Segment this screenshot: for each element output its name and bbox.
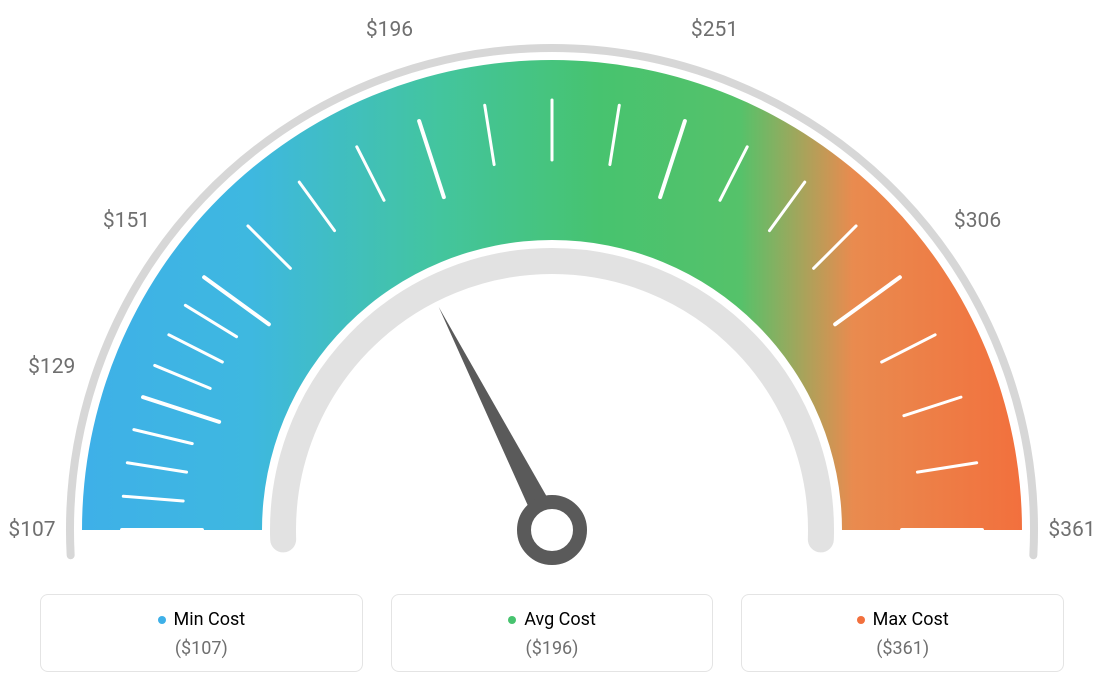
legend-title-min: Min Cost [158,609,246,630]
tick-label: $251 [691,18,738,42]
legend-card-min: Min Cost ($107) [40,594,363,673]
tick-label: $306 [954,209,1001,233]
legend-dot-avg [508,616,516,624]
legend-label-max: Max Cost [873,609,949,630]
legend-value-min: ($107) [51,638,352,659]
tick-label: $151 [103,209,150,233]
gauge-area: $107 $129 $151 $196 $251 $306 $361 [0,0,1104,580]
legend-row: Min Cost ($107) Avg Cost ($196) Max Cost… [40,594,1064,673]
tick-label: $196 [366,18,413,42]
gauge-svg [0,0,1104,580]
legend-value-avg: ($196) [402,638,703,659]
legend-label-avg: Avg Cost [524,609,596,630]
tick-label: $107 [8,518,55,542]
tick-label: $129 [28,355,75,379]
legend-card-avg: Avg Cost ($196) [391,594,714,673]
legend-label-min: Min Cost [174,609,246,630]
legend-title-avg: Avg Cost [508,609,596,630]
legend-card-max: Max Cost ($361) [741,594,1064,673]
legend-dot-max [857,616,865,624]
legend-dot-min [158,616,166,624]
cost-gauge-widget: { "gauge": { "type": "gauge", "min_value… [0,0,1104,690]
legend-value-max: ($361) [752,638,1053,659]
tick-label: $361 [1048,518,1095,542]
legend-title-max: Max Cost [857,609,949,630]
